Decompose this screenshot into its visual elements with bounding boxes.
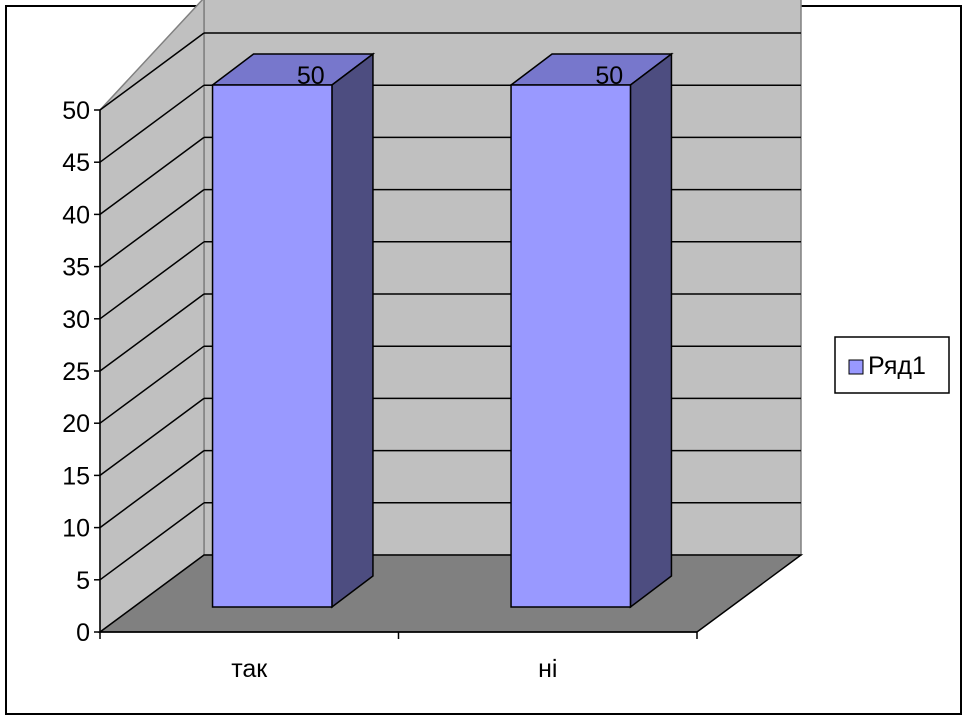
side-wall — [99, 0, 205, 634]
y-tick-label: 20 — [62, 410, 90, 438]
y-tick-label: 0 — [76, 619, 90, 647]
gridline-side — [99, 32, 205, 111]
floor — [97, 554, 804, 633]
bar — [508, 52, 674, 609]
y-tick-label: 50 — [62, 97, 90, 125]
y-tick-label: 30 — [62, 306, 90, 334]
gridline-side — [99, 293, 205, 372]
data-labels: 50 50 — [297, 62, 623, 90]
x-category-label: ні — [538, 655, 557, 683]
y-tick-label: 5 — [76, 567, 90, 595]
gridline-side — [99, 449, 205, 529]
x-axis: так ні — [99, 631, 698, 683]
x-category-label: так — [231, 655, 268, 683]
data-label: 50 — [595, 62, 623, 90]
bar-side — [331, 52, 374, 609]
y-tick-label: 45 — [62, 149, 90, 177]
y-tick-label: 10 — [62, 515, 90, 543]
y-tick-label: 15 — [62, 462, 90, 490]
bars — [210, 52, 674, 609]
y-tick-label: 25 — [62, 358, 90, 386]
gridline-side — [99, 397, 205, 477]
bar — [210, 52, 376, 609]
bar-front — [510, 84, 632, 608]
legend: Ряд1 — [834, 336, 950, 394]
gridline-side — [99, 188, 205, 268]
y-tick-label: 40 — [62, 201, 90, 229]
y-axis: 0 5 10 15 20 25 30 35 40 45 50 — [62, 97, 101, 647]
gridline-side — [99, 502, 205, 581]
gridline-side — [99, 136, 205, 216]
gridline-side — [99, 345, 205, 424]
bar-side — [629, 52, 673, 609]
y-tick-label: 35 — [62, 254, 90, 282]
bar-front — [211, 84, 333, 608]
gridline-side — [99, 241, 205, 320]
gridline-side — [99, 84, 205, 163]
legend-swatch — [848, 359, 864, 375]
legend-label: Ряд1 — [868, 352, 926, 380]
data-label: 50 — [297, 62, 325, 90]
